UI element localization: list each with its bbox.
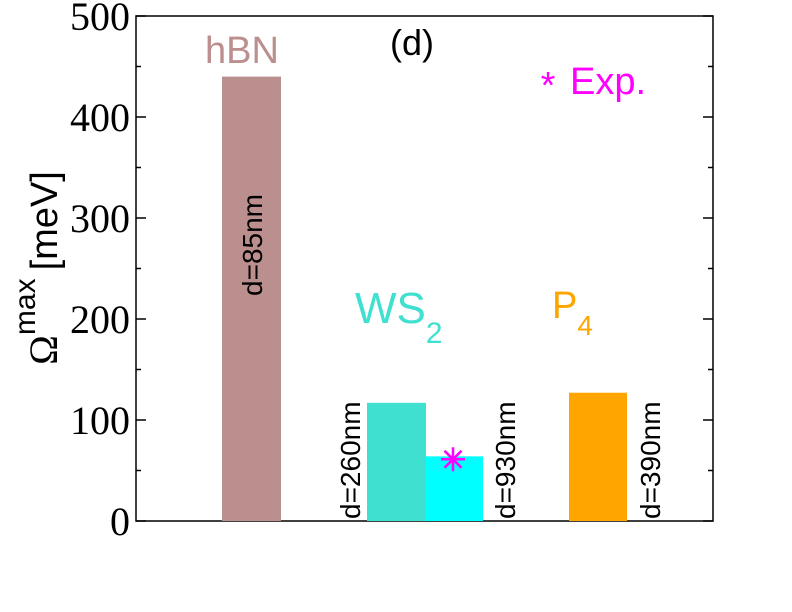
experimental-point-marker	[441, 447, 465, 472]
panel-label: (d)	[390, 22, 434, 63]
group-label-p4-name: P	[552, 285, 577, 327]
asterisk-stroke	[443, 449, 463, 469]
y-axis-label-superscript: max	[9, 278, 42, 335]
group-label-hbn-name: hBN	[205, 30, 279, 72]
bar-label: d=390nm	[635, 401, 666, 519]
bar-label: d=930nm	[490, 401, 521, 519]
y-tick-label: 200	[70, 297, 130, 342]
experimental-points-layer	[441, 447, 465, 472]
bar-d=930nm	[426, 456, 483, 521]
bar-label-group: d=85nm	[237, 194, 268, 296]
group-label-hbn: hBN	[205, 30, 279, 72]
bar-label-group: d=390nm	[635, 401, 666, 519]
y-tick-label: 0	[110, 499, 130, 544]
group-label-p4: P4	[552, 285, 593, 341]
y-axis: 0 100 200 300 400 500	[70, 0, 713, 544]
y-tick-label: 500	[70, 0, 130, 39]
svg-text:Ωmax[meV]: Ωmax [meV]	[9, 171, 66, 365]
bar-d=85nm	[222, 76, 281, 521]
legend: * Exp.	[541, 61, 646, 107]
bar-d=390nm	[569, 392, 627, 521]
bar-label-group: d=930nm	[490, 401, 521, 519]
group-label-ws2-name: WS	[355, 284, 426, 333]
legend-label: Exp.	[570, 61, 646, 103]
y-tick-label: 400	[70, 95, 130, 140]
bar-labels-layer: d=85nm d=260nm d=930nm d=390nm	[237, 194, 666, 519]
y-axis-label: Ωmax [meV]	[9, 171, 66, 365]
bar-label: d=260nm	[335, 401, 366, 519]
bar-d=260nm	[367, 402, 426, 521]
bar-label: d=85nm	[237, 194, 268, 296]
bars-layer	[222, 76, 627, 521]
bar-label-group: d=260nm	[335, 401, 366, 519]
legend-marker: *	[541, 65, 556, 107]
y-axis-label-symbol: Ω	[21, 335, 66, 365]
y-tick-label: 100	[70, 398, 130, 443]
y-tick-label: 300	[70, 196, 130, 241]
group-label-p4-subscript: 4	[577, 310, 593, 341]
y-axis-label-unit: [meV]	[24, 171, 66, 270]
group-label-ws2: WS2	[355, 284, 443, 350]
group-label-ws2-subscript: 2	[426, 317, 443, 350]
